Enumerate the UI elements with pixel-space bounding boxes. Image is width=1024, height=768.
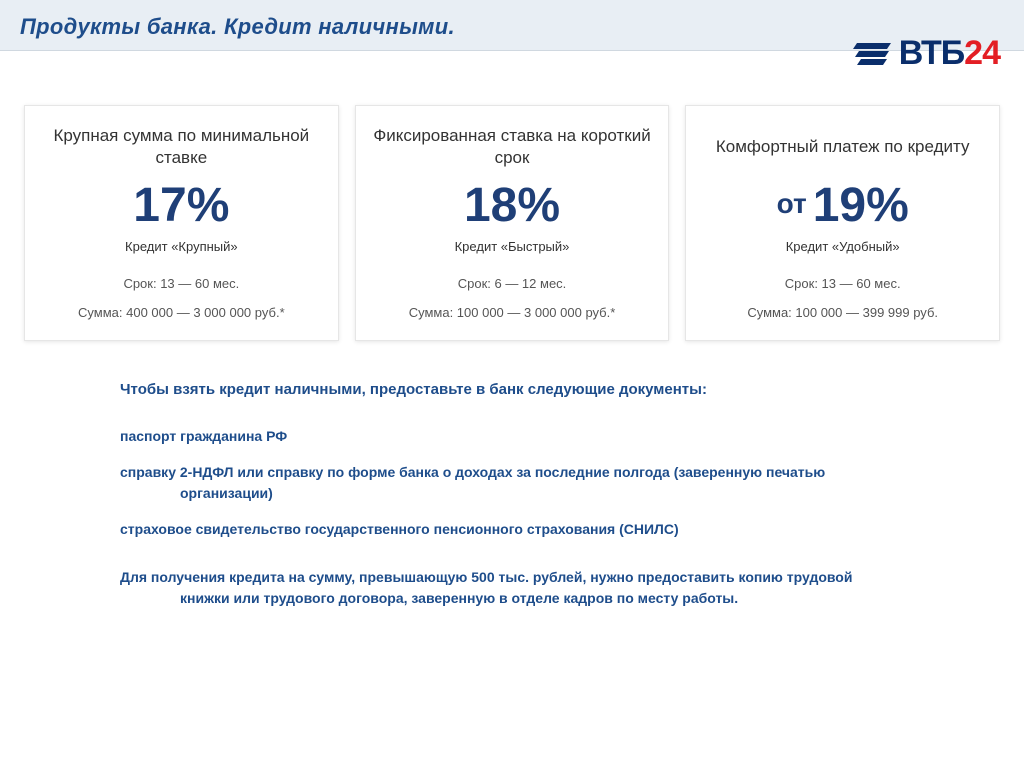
product-card: Фиксированная ставка на короткий срок 18… bbox=[355, 105, 670, 341]
card-rate: 17% bbox=[39, 178, 324, 233]
card-rate: от19% bbox=[700, 178, 985, 233]
card-sum: Сумма: 100 000 — 399 999 руб. bbox=[700, 305, 985, 320]
documents-section: Чтобы взять кредит наличными, предоставь… bbox=[0, 351, 1024, 610]
product-card: Комфортный платеж по кредиту от19% Креди… bbox=[685, 105, 1000, 341]
docs-item: паспорт гражданина РФ bbox=[120, 426, 964, 448]
card-product-name: Кредит «Быстрый» bbox=[370, 239, 655, 254]
docs-note: Для получения кредита на сумму, превышаю… bbox=[120, 567, 964, 610]
rate-value: 17% bbox=[133, 179, 229, 232]
card-rate: 18% bbox=[370, 178, 655, 233]
product-cards-row: Крупная сумма по минимальной ставке 17% … bbox=[0, 51, 1024, 351]
logo-accent: 24 bbox=[964, 34, 1000, 72]
card-product-name: Кредит «Крупный» bbox=[39, 239, 324, 254]
docs-item-text: паспорт гражданина РФ bbox=[120, 428, 287, 444]
logo-main: ВТБ bbox=[899, 34, 964, 72]
rate-value: 18% bbox=[464, 179, 560, 232]
docs-note-text: Для получения кредита на сумму, превышаю… bbox=[120, 569, 852, 585]
vtb-wing-icon bbox=[853, 41, 891, 67]
logo: ВТБ24 bbox=[853, 34, 1000, 73]
docs-item-text: страховое свидетельство государственного… bbox=[120, 521, 679, 537]
card-term: Срок: 6 — 12 мес. bbox=[370, 276, 655, 291]
docs-item-cont: организации) bbox=[120, 483, 964, 505]
rate-value: 19% bbox=[813, 179, 909, 232]
docs-note-cont: книжки или трудового договора, заверенну… bbox=[120, 588, 964, 610]
rate-prefix: от bbox=[777, 188, 807, 219]
card-term: Срок: 13 — 60 мес. bbox=[700, 276, 985, 291]
card-title: Фиксированная ставка на короткий срок bbox=[370, 124, 655, 170]
card-product-name: Кредит «Удобный» bbox=[700, 239, 985, 254]
product-card: Крупная сумма по минимальной ставке 17% … bbox=[24, 105, 339, 341]
docs-item-text: справку 2-НДФЛ или справку по форме банк… bbox=[120, 464, 825, 480]
card-sum: Сумма: 100 000 — 3 000 000 руб.* bbox=[370, 305, 655, 320]
card-sum: Сумма: 400 000 — 3 000 000 руб.* bbox=[39, 305, 324, 320]
card-term: Срок: 13 — 60 мес. bbox=[39, 276, 324, 291]
docs-item: страховое свидетельство государственного… bbox=[120, 519, 964, 541]
docs-intro: Чтобы взять кредит наличными, предоставь… bbox=[120, 381, 964, 398]
card-title: Крупная сумма по минимальной ставке bbox=[39, 124, 324, 170]
docs-item: справку 2-НДФЛ или справку по форме банк… bbox=[120, 462, 964, 505]
logo-text: ВТБ24 bbox=[899, 34, 1000, 73]
card-title: Комфортный платеж по кредиту bbox=[700, 124, 985, 170]
